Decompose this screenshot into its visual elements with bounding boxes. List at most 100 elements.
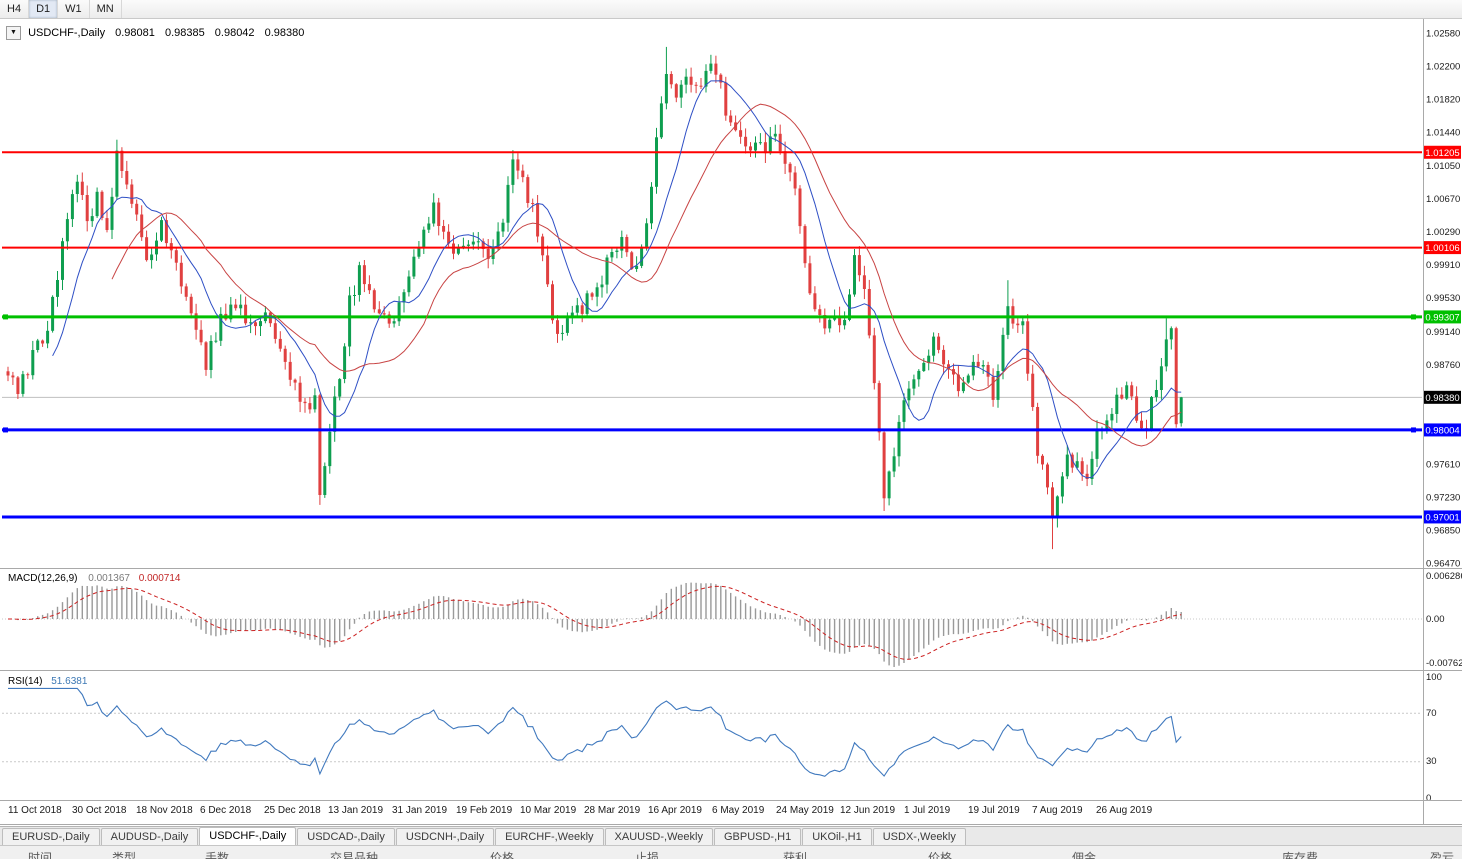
chart-tab-eurusd-daily[interactable]: EURUSD-,Daily bbox=[2, 828, 100, 846]
candle-body bbox=[1026, 321, 1030, 374]
candle-body bbox=[21, 374, 25, 394]
chart-tab-eurchf-weekly[interactable]: EURCHF-,Weekly bbox=[495, 828, 604, 846]
candle-body bbox=[1169, 328, 1173, 340]
terminal-column-header: 交易品种 bbox=[330, 851, 379, 859]
symbol-period-label: USDCHF-,Daily bbox=[28, 26, 106, 39]
svg-text:10 Mar 2019: 10 Mar 2019 bbox=[520, 805, 577, 816]
svg-text:24 May 2019: 24 May 2019 bbox=[776, 805, 834, 816]
rsi-indicator-label: RSI(14) 51.6381 bbox=[8, 676, 87, 687]
candle-body bbox=[704, 70, 708, 87]
candle-body bbox=[635, 265, 639, 269]
candle-body bbox=[996, 371, 1000, 400]
candle-body bbox=[729, 115, 733, 123]
level-endpoint-marker[interactable] bbox=[3, 314, 8, 320]
candle-body bbox=[1150, 397, 1153, 430]
panel-frame bbox=[0, 18, 1462, 825]
svg-text:0.98760: 0.98760 bbox=[1426, 360, 1460, 371]
candle-body bbox=[1016, 323, 1020, 326]
price-axis[interactable]: 1.02580 1.02200 1.01820 1.01440 1.01050 1.006… bbox=[1424, 29, 1461, 570]
candle-body bbox=[476, 241, 480, 243]
chart-canvas[interactable]: 1.02580 1.02200 1.01820 1.01440 1.01050 1.006… bbox=[0, 18, 1462, 826]
candle-body bbox=[130, 184, 134, 204]
candle-body bbox=[447, 231, 451, 244]
candle-body bbox=[872, 335, 876, 384]
svg-text:1.01820: 1.01820 bbox=[1426, 94, 1460, 105]
macd-axis[interactable]: 0.006286 0.00 -0.007625 bbox=[1426, 571, 1462, 669]
price-badge-1.00106 bbox=[1424, 241, 1461, 255]
chart-tab-audusd-daily[interactable]: AUDUSD-,Daily bbox=[100, 828, 199, 846]
svg-text:0.96850: 0.96850 bbox=[1426, 526, 1460, 537]
candle-body bbox=[1164, 339, 1168, 367]
chart-title: ▼ USDCHF-,Daily 0.98081 0.98385 0.98042 … bbox=[6, 26, 304, 40]
chart-tab-ukoil-h1[interactable]: UKOil-,H1 bbox=[802, 828, 872, 846]
candle-body bbox=[1179, 397, 1183, 424]
candle-body bbox=[105, 218, 109, 230]
chart-tab-usdcnh-daily[interactable]: USDCNH-,Daily bbox=[395, 828, 495, 846]
candle-body bbox=[1060, 476, 1064, 497]
candle-body bbox=[689, 76, 693, 85]
chart-tab-xauusd-weekly[interactable]: XAUUSD-,Weekly bbox=[604, 828, 713, 846]
candle-body bbox=[298, 382, 302, 402]
time-axis[interactable]: 11 Oct 2018 30 Oct 2018 18 Nov 2018 6 Dec 2… bbox=[8, 805, 1153, 816]
level-endpoint-marker[interactable] bbox=[1411, 314, 1416, 320]
candle-body bbox=[877, 383, 881, 433]
price-badge-0.98380 bbox=[1424, 390, 1461, 404]
timeframe-button-h4[interactable]: H4 bbox=[0, 0, 30, 18]
chart-tab-usdx-weekly[interactable]: USDX-,Weekly bbox=[872, 828, 966, 846]
rsi-axis[interactable]: 100 70 30 0 bbox=[1426, 672, 1442, 804]
candle-body bbox=[897, 421, 901, 457]
candle-body bbox=[655, 137, 658, 187]
candle-body bbox=[531, 203, 535, 204]
svg-text:30: 30 bbox=[1426, 756, 1437, 767]
candle-body bbox=[551, 284, 554, 321]
candle-body bbox=[803, 226, 807, 264]
candle-body bbox=[595, 287, 599, 297]
svg-text:19 Feb 2019: 19 Feb 2019 bbox=[456, 805, 513, 816]
candle-body bbox=[744, 136, 748, 147]
svg-text:0.97230: 0.97230 bbox=[1426, 493, 1460, 504]
candle-body bbox=[659, 103, 663, 138]
candle-body bbox=[546, 255, 550, 285]
candle-body bbox=[1055, 496, 1059, 519]
svg-text:1 Jul 2019: 1 Jul 2019 bbox=[904, 805, 951, 816]
candle-body bbox=[932, 336, 936, 356]
level-endpoint-marker[interactable] bbox=[1411, 427, 1416, 433]
candle-body bbox=[357, 265, 361, 295]
candle-body bbox=[189, 296, 193, 314]
timeframe-button-d1[interactable]: D1 bbox=[29, 0, 59, 18]
candle-body bbox=[100, 191, 104, 218]
candle-body bbox=[664, 74, 668, 104]
chart-tab-gbpusd-h1[interactable]: GBPUSD-,H1 bbox=[713, 828, 802, 846]
candle-body bbox=[348, 295, 352, 347]
candle-body bbox=[372, 290, 376, 310]
candle-body bbox=[323, 466, 327, 495]
timeframe-button-w1[interactable]: W1 bbox=[58, 0, 90, 18]
candle-body bbox=[615, 250, 619, 252]
candle-body bbox=[754, 142, 757, 151]
chart-tab-usdcad-daily[interactable]: USDCAD-,Daily bbox=[297, 828, 395, 846]
svg-text:0.97610: 0.97610 bbox=[1426, 460, 1460, 471]
chart-tab-usdchf-daily[interactable]: USDCHF-,Daily bbox=[199, 827, 297, 846]
candle-body bbox=[1174, 328, 1178, 425]
candle-body bbox=[56, 280, 59, 297]
candle-body bbox=[1075, 461, 1079, 468]
candle-body bbox=[1130, 385, 1134, 397]
indicator-collapse-icon[interactable]: ▼ bbox=[6, 26, 21, 40]
candle-body bbox=[1159, 366, 1163, 390]
terminal-column-header: 手数 bbox=[205, 851, 230, 859]
candle-body bbox=[442, 226, 446, 232]
candle-body bbox=[179, 262, 183, 287]
candle-body bbox=[184, 286, 188, 297]
candle-body bbox=[922, 362, 926, 371]
candle-body bbox=[377, 309, 381, 314]
candle-body bbox=[694, 84, 698, 86]
chart-tab-bar: EURUSD-,Daily AUDUSD-,Daily USDCHF-,Daily U… bbox=[0, 826, 1462, 846]
candle-body bbox=[11, 375, 15, 378]
candle-body bbox=[407, 276, 411, 293]
candle-body bbox=[565, 318, 569, 333]
timeframe-button-mn[interactable]: MN bbox=[90, 0, 122, 18]
candle-body bbox=[887, 471, 891, 499]
candle-body bbox=[1031, 373, 1035, 407]
level-endpoint-marker[interactable] bbox=[3, 427, 8, 433]
